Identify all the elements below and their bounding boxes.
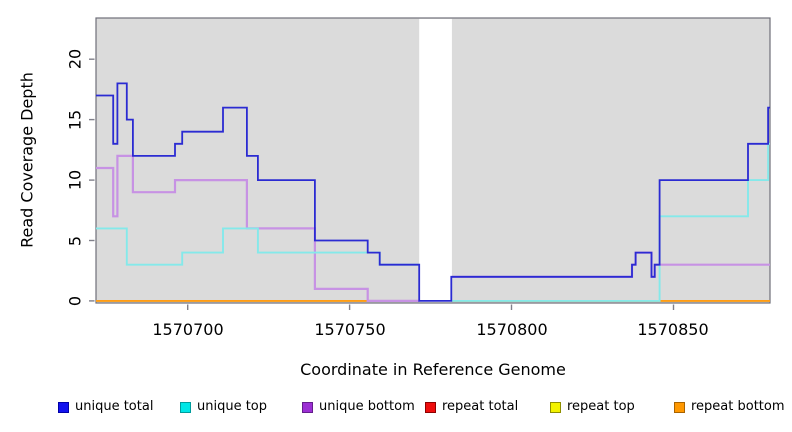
y-tick-label: 10: [65, 169, 85, 191]
y-tick-label: 5: [65, 235, 85, 247]
y-tick-label: 0: [65, 295, 85, 307]
y-tick-label: 15: [65, 109, 85, 131]
x-tick-label: 1570700: [152, 320, 224, 339]
legend-swatch-icon: [58, 402, 69, 413]
legend-item-label: unique bottom: [319, 399, 415, 414]
legend-item-label: repeat bottom: [691, 399, 785, 414]
plot-border: [95, 17, 771, 304]
y-axis-title: Read Coverage Depth: [17, 72, 37, 248]
legend-item-label: repeat top: [567, 399, 635, 414]
legend-swatch-icon: [550, 402, 561, 413]
legend-item-label: unique top: [197, 399, 268, 414]
legend-swatch-icon: [674, 402, 685, 413]
legend-swatch-icon: [425, 402, 436, 413]
legend-swatch-icon: [180, 402, 191, 413]
legend-item-label: repeat total: [442, 399, 519, 414]
y-tick-label: 20: [65, 48, 85, 70]
legend-item-label: unique total: [75, 399, 154, 414]
legend: unique total unique top unique bottom repea…: [0, 398, 792, 422]
x-tick-label: 1570800: [476, 320, 548, 339]
x-tick-label: 1570750: [314, 320, 386, 339]
series-line-unique-top: [451, 142, 770, 302]
x-axis-title: Coordinate in Reference Genome: [300, 360, 566, 379]
legend-swatch-icon: [302, 402, 313, 413]
series-line-unique-bottom: [96, 154, 420, 302]
series-line-unique-total: [96, 82, 770, 302]
no-data-band: [419, 18, 452, 303]
x-tick-label: 1570850: [637, 320, 709, 339]
